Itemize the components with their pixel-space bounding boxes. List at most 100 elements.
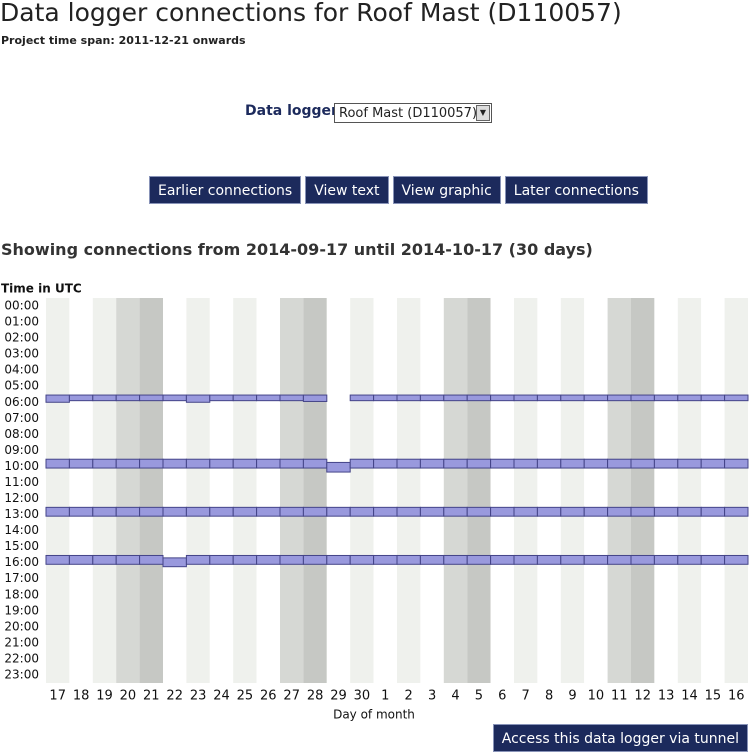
later-button[interactable]: Later connections	[504, 176, 648, 204]
connection-bar	[443, 394, 468, 402]
connection-bar	[607, 506, 632, 517]
connection-bar	[68, 506, 94, 517]
y-tick-label: 03:00	[4, 347, 39, 361]
connection-bar	[115, 506, 141, 517]
day-column	[537, 298, 561, 683]
connection-bar	[513, 506, 538, 517]
y-tick-label: 21:00	[4, 635, 39, 649]
earlier-button[interactable]: Earlier connections	[149, 176, 302, 204]
x-tick-label: 13	[658, 689, 675, 704]
x-tick-label: 27	[283, 689, 300, 704]
day-column	[467, 298, 491, 683]
logger-select[interactable]: Roof Mast (D110057) ▼	[334, 103, 492, 123]
day-column	[677, 298, 702, 683]
connection-bar	[68, 554, 94, 565]
connection-bar	[466, 458, 492, 469]
connection-bar	[162, 506, 187, 517]
connection-bar	[630, 554, 655, 565]
y-tick-label: 12:00	[4, 491, 39, 505]
page-title: Data logger connections for Roof Mast (D…	[0, 0, 622, 27]
y-tick-label: 16:00	[4, 555, 39, 569]
day-column	[560, 298, 585, 683]
connection-bar	[185, 394, 211, 403]
connection-bar	[45, 506, 70, 517]
connection-bar	[419, 394, 445, 402]
connection-bar	[373, 394, 398, 402]
day-column	[350, 298, 374, 683]
connection-bar	[326, 461, 351, 473]
y-tick-label: 01:00	[4, 315, 39, 329]
x-tick-label: 26	[260, 689, 277, 704]
y-tick-label: 13:00	[4, 507, 39, 521]
connection-bar	[302, 554, 328, 565]
text-button[interactable]: View text	[305, 176, 389, 204]
connection-bar	[162, 557, 187, 568]
y-tick-label: 19:00	[4, 603, 39, 617]
day-column	[326, 298, 351, 683]
connection-bar	[115, 554, 141, 565]
day-column	[116, 298, 140, 683]
connection-bar	[700, 458, 726, 469]
x-tick-label: 8	[545, 689, 553, 704]
x-tick-label: 15	[705, 689, 722, 704]
connection-bar	[68, 394, 94, 402]
x-tick-label: 9	[568, 689, 576, 704]
y-tick-label: 08:00	[4, 427, 39, 441]
connection-bar	[490, 506, 515, 517]
y-tick-label: 00:00	[4, 299, 39, 313]
day-column	[92, 298, 117, 683]
connection-bar	[490, 394, 515, 402]
day-column	[654, 298, 678, 683]
connection-bar	[653, 506, 679, 517]
connection-bar	[630, 506, 655, 517]
chart-title: Showing connections from 2014-09-17 unti…	[1, 240, 593, 259]
graphic-button[interactable]: View graphic	[392, 176, 501, 204]
x-tick-label: 12	[634, 689, 651, 704]
select-arrow[interactable]: ▼	[476, 105, 490, 121]
connection-bar	[185, 506, 211, 517]
day-column	[209, 298, 234, 683]
y-tick-label: 09:00	[4, 443, 39, 457]
day-column	[490, 298, 514, 683]
connection-bar	[513, 554, 538, 565]
y-tick-label: 02:00	[4, 331, 39, 345]
connection-bar	[232, 506, 258, 517]
connection-bar	[185, 554, 211, 565]
connection-bar	[700, 506, 726, 517]
day-column	[514, 298, 538, 683]
x-tick-label: 23	[190, 689, 207, 704]
connection-bar	[92, 554, 117, 565]
connection-bar	[162, 458, 187, 469]
x-tick-label: 18	[73, 689, 90, 704]
connection-bar	[279, 458, 304, 469]
chart: Time in UTC Day of month 00:00 01:00 02:00…	[1, 282, 749, 722]
connection-bar	[653, 458, 679, 469]
connection-bar	[92, 506, 117, 517]
connection-bar	[45, 394, 70, 403]
connection-bar	[302, 394, 328, 402]
x-tick-label: 19	[96, 689, 113, 704]
y-tick-label: 17:00	[4, 571, 39, 585]
day-column	[233, 298, 257, 683]
connection-bar	[653, 394, 679, 402]
tunnel-button[interactable]: Access this data logger via tunnel	[492, 724, 748, 752]
connection-bar	[396, 458, 421, 469]
nav-buttons: Earlier connections View text View graph…	[149, 176, 648, 204]
connection-bar	[139, 458, 164, 469]
day-column	[631, 298, 655, 683]
connection-bar	[607, 554, 632, 565]
connection-bar	[583, 506, 609, 517]
x-tick-label: 1	[381, 689, 389, 704]
day-column	[139, 298, 163, 683]
connection-bar	[419, 458, 445, 469]
connection-bar	[560, 506, 585, 517]
connection-bar	[466, 394, 492, 402]
x-tick-label: 3	[428, 689, 436, 704]
connection-bar	[677, 458, 702, 469]
x-tick-label: 21	[143, 689, 160, 704]
connection-bar	[232, 458, 258, 469]
connection-bar	[279, 394, 304, 402]
connection-bar	[92, 394, 117, 402]
day-column	[607, 298, 631, 683]
y-tick-label: 05:00	[4, 379, 39, 393]
